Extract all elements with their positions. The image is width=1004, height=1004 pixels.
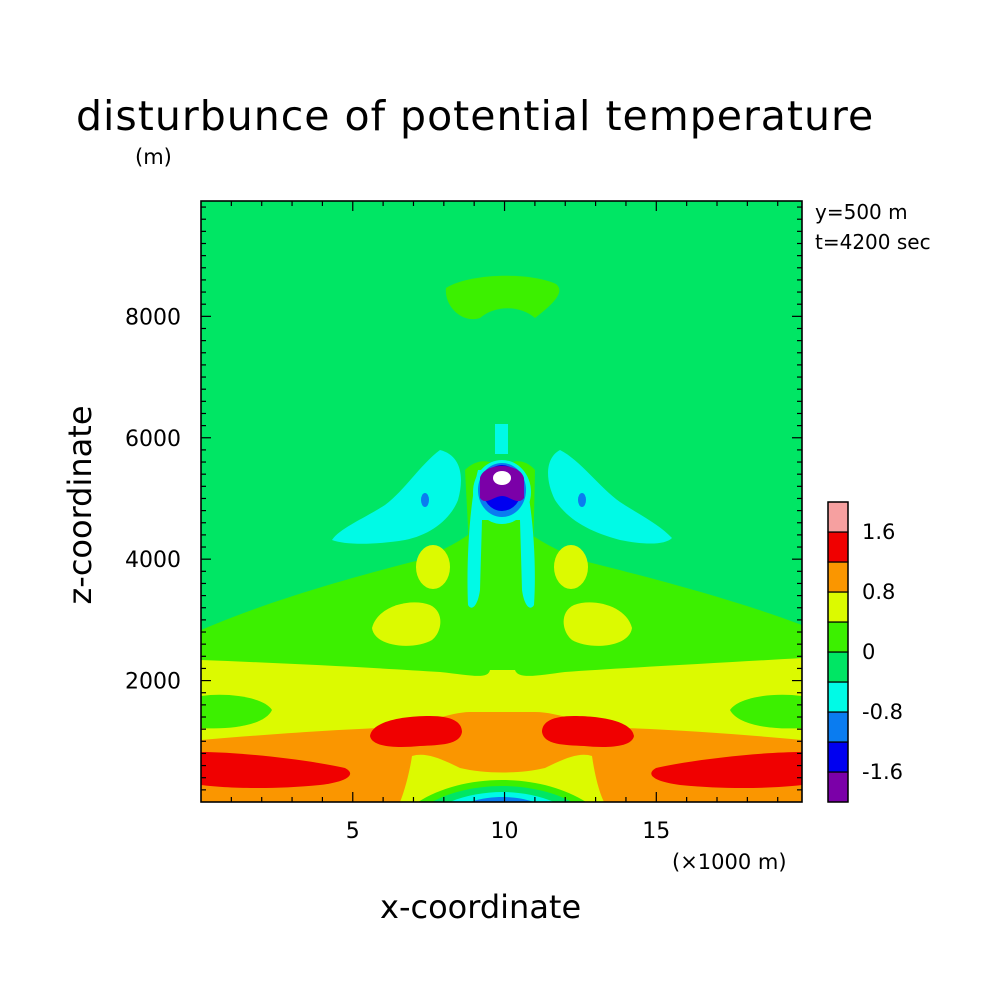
annotation-time: t=4200 sec — [815, 230, 931, 254]
contour-region-upper-patch — [445, 275, 560, 320]
contour-region-yellow-left-upper — [416, 545, 450, 589]
x-axis-label: x-coordinate — [380, 888, 582, 926]
colorbar-swatch — [827, 771, 849, 803]
contour-region-red-right-surface — [651, 752, 802, 789]
contour-region-left-lobe-core — [421, 493, 429, 507]
y-tick-label: 8000 — [125, 305, 181, 330]
contour-region-yellow-left-lower — [372, 602, 441, 646]
colorbar-swatch — [827, 621, 849, 653]
x-axis-unit: (×1000 m) — [672, 850, 787, 874]
colorbar-swatch — [827, 711, 849, 743]
contour-region-orange-band — [201, 712, 802, 802]
x-tick-label: 5 — [346, 819, 360, 844]
contour-region-yellow-right-lower — [563, 602, 632, 646]
colorbar-swatch — [827, 561, 849, 593]
colorbar-label: 1.6 — [862, 520, 895, 544]
y-axis-unit: (m) — [135, 145, 172, 169]
axis-ticks — [201, 201, 802, 802]
contour-region-left-cold-lobe — [332, 450, 461, 544]
contour-region-vortex-center — [493, 471, 511, 485]
colorbar-label: -1.6 — [862, 760, 903, 784]
contour-region-red-left-upper — [370, 716, 462, 747]
x-tick-label: 10 — [491, 819, 519, 844]
colorbar-label: 0.8 — [862, 580, 895, 604]
colorbar-swatch — [827, 741, 849, 773]
contour-field — [201, 201, 802, 802]
contour-region-top-stem — [495, 424, 508, 454]
contour-region-red-left-surface — [201, 752, 351, 789]
contour-region-right-lobe-core — [578, 493, 586, 507]
contour-region-green-pocket-right — [730, 694, 802, 729]
colorbar: 1.6 0.8 0 -0.8 -1.6 — [827, 501, 903, 803]
contour-region-center-column — [488, 545, 518, 680]
chart-title: disturbunce of potential temperature — [76, 92, 875, 140]
y-tick-label: 4000 — [125, 548, 181, 573]
colorbar-swatch — [827, 591, 849, 623]
contour-region-yellow-right-upper — [554, 545, 588, 589]
colorbar-swatch — [827, 501, 849, 533]
colorbar-swatch — [827, 531, 849, 563]
y-tick-label: 6000 — [125, 427, 181, 452]
plot-frame — [200, 200, 803, 803]
annotation-y: y=500 m — [815, 200, 908, 224]
plot-border — [200, 200, 803, 803]
axis-tick-labels: 5 10 15 2000 4000 6000 8000 — [125, 305, 670, 844]
contour-region-bottom-bowl-blue — [470, 797, 534, 802]
contour-region-green-pocket-left — [201, 694, 272, 729]
colorbar-border — [827, 501, 849, 803]
colorbar-label: -0.8 — [862, 700, 903, 724]
colorbar-swatch — [827, 651, 849, 683]
x-tick-label: 15 — [642, 819, 670, 844]
colorbar-label: 0 — [862, 640, 875, 664]
contour-region-red-right-upper — [542, 716, 634, 747]
colorbar-swatch — [827, 681, 849, 713]
contour-region-right-cold-lobe — [548, 450, 672, 544]
y-tick-label: 2000 — [125, 670, 181, 695]
